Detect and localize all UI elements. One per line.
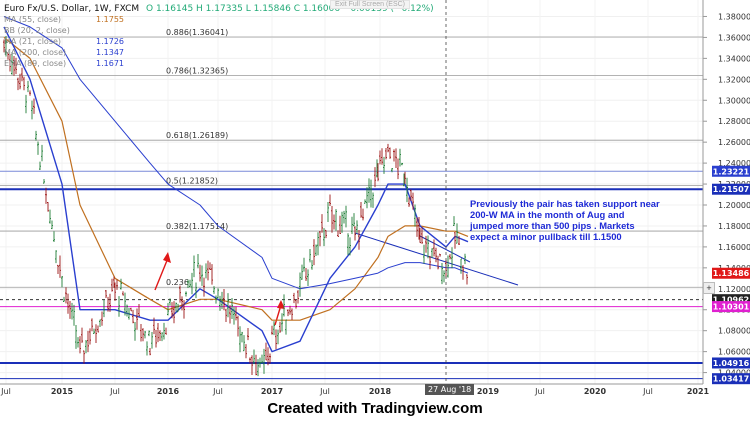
- price-badge-label: 1.13486: [713, 269, 750, 278]
- legend-label: MA (200, close): [4, 48, 67, 57]
- y-tick-label: 1.38000: [718, 12, 750, 21]
- fib-label: 0.382(1.17514): [166, 222, 228, 231]
- legend-row: MA (200, close) 1.1347: [4, 47, 194, 58]
- x-tick-label: 2019: [477, 387, 500, 396]
- x-tick-label: 2021: [687, 387, 710, 396]
- legend-label: MA (55, close): [4, 15, 62, 24]
- y-tick-label: 1.16000: [718, 243, 750, 252]
- x-tick-label: Jul: [534, 387, 545, 396]
- x-axis: Jul 2015 Jul 2016 Jul 2017 Jul 2018 2019 Jul 2020 J…: [0, 383, 710, 396]
- price-badge-label: 1.10301: [713, 303, 750, 312]
- exit-fullscreen-button[interactable]: Exit Full Screen (ESC): [330, 0, 411, 9]
- fib-label: 0.786(1.32365): [166, 66, 228, 75]
- y-tick-label: 1.06000: [718, 348, 750, 357]
- ohlc-values: O 1.16145 H 1.17335 L 1.15846 C 1.16006 …: [146, 4, 434, 14]
- add-level-plus-icon[interactable]: +: [703, 282, 715, 294]
- price-badge-label: 1.10962: [713, 296, 749, 305]
- legend-value: 1.1347: [96, 48, 124, 57]
- price-badge: [712, 357, 750, 369]
- horizontal-lines: [0, 170, 703, 380]
- price-badge: [712, 373, 750, 385]
- x-tick-label: Jul: [319, 387, 330, 396]
- x-tick-label: Jul: [212, 387, 223, 396]
- fib-label: 0.618(1.26189): [166, 131, 228, 140]
- y-tick-label: 1.24000: [718, 159, 750, 168]
- price-badge: [712, 267, 750, 279]
- fib-label: 0.886(1.36041): [166, 28, 228, 37]
- legend-label: BB (20, 2, close): [4, 26, 70, 35]
- legend: Euro Fx/U.S. Dollar, 1W, FXCM O 1.16145 …: [4, 4, 434, 69]
- price-badge: [712, 294, 750, 306]
- y-tick-label: 1.08000: [718, 327, 750, 336]
- fib-label: 0.236: [166, 278, 189, 287]
- y-tick-label: 1.36000: [718, 33, 750, 42]
- y-tick-label: 1.34000: [718, 54, 750, 63]
- chart-background: [0, 0, 703, 396]
- moving-average-line: [3, 16, 469, 290]
- price-badge: [712, 183, 750, 195]
- crosshair-date-label: 27 Aug '18: [425, 384, 475, 395]
- symbol-title: Euro Fx/U.S. Dollar, 1W, FXCM O 1.16145 …: [4, 4, 434, 14]
- y-tick-label: 1.32000: [718, 75, 750, 84]
- x-tick-label: 2016: [157, 387, 180, 396]
- y-tick-label: 1.04000: [718, 369, 750, 378]
- x-tick-label: 2015: [51, 387, 74, 396]
- y-tick-label: 1.20000: [718, 201, 750, 210]
- y-tick-label: 1.26000: [718, 138, 750, 147]
- y-tick-label: 1.12000: [718, 285, 750, 294]
- legend-value: 1.1755: [96, 15, 124, 24]
- footer-caption: Created with Tradingview.com: [267, 400, 483, 417]
- price-badge-label: 1.03417: [713, 375, 749, 384]
- y-tick-label: 1.28000: [718, 117, 750, 126]
- price-chart[interactable]: 0.886(1.36041) 0.786(1.32365) 0.618(1.2618…: [0, 0, 750, 396]
- x-tick-label: Jul: [109, 387, 120, 396]
- price-badge-label: 1.23221: [713, 167, 750, 176]
- x-tick-label: 2020: [584, 387, 607, 396]
- x-tick-label: 2018: [369, 387, 392, 396]
- x-tick-label: 2017: [261, 387, 283, 396]
- legend-label: EMA (89, close): [4, 59, 67, 68]
- legend-row: MA (55, close) 1.1755: [4, 14, 194, 25]
- price-badge: [712, 165, 750, 177]
- y-tick-label: 1.18000: [718, 222, 750, 231]
- price-badge: [712, 301, 750, 313]
- legend-label: MA (21, close): [4, 37, 62, 46]
- analysis-annotation: Previously the pair has taken support ne…: [470, 198, 660, 242]
- price-badge-label: 1.04916: [713, 359, 750, 368]
- legend-row: EMA (89, close) 1.1671: [4, 58, 194, 69]
- fib-label: 0.5(1.21852): [166, 177, 218, 186]
- price-bars: [3, 36, 468, 377]
- legend-value: 1.1726: [96, 37, 124, 46]
- chart-grid: [0, 0, 703, 384]
- y-tick-label: 1.30000: [718, 96, 750, 105]
- legend-value: 1.1671: [96, 59, 124, 68]
- price-badge-label: 1.21507: [713, 185, 749, 194]
- symbol-name: Euro Fx/U.S. Dollar, 1W, FXCM: [4, 4, 140, 14]
- legend-row: MA (21, close) 1.1726: [4, 36, 194, 47]
- x-tick-label: Jul: [0, 387, 11, 396]
- legend-row: BB (20, 2, close): [4, 25, 194, 36]
- x-tick-label: Jul: [642, 387, 653, 396]
